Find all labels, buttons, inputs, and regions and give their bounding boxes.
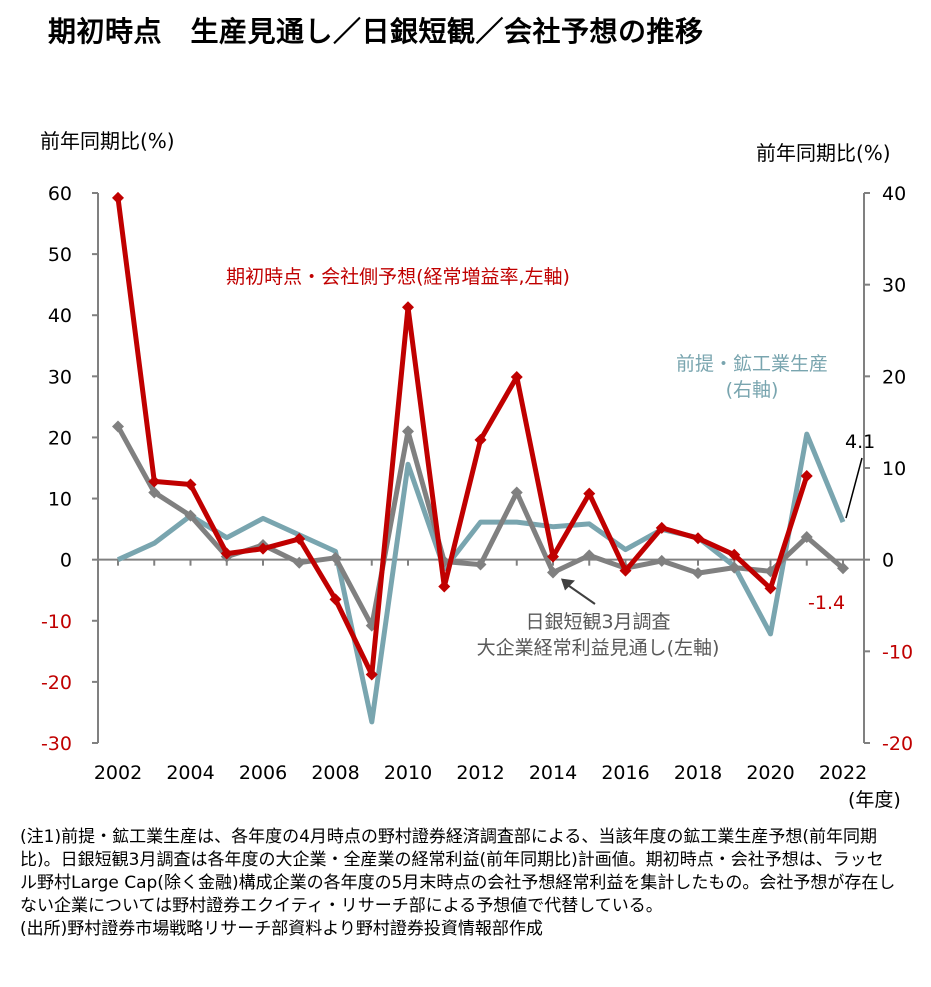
- series-marker-0: [837, 562, 849, 575]
- series-marker-1: [728, 548, 741, 561]
- right-tick-label: -10: [882, 641, 913, 663]
- series-label-production-line: (右軸): [726, 379, 779, 401]
- page-title: 期初時点 生産見通し／日銀短観／会社予想の推移: [48, 15, 704, 48]
- left-tick-label: -30: [41, 733, 72, 755]
- right-tick-label: 10: [882, 458, 906, 480]
- x-tick-label: 2020: [746, 762, 794, 784]
- series-label-company-forecast: 期初時点・会社側予想(経常増益率,左軸): [226, 266, 570, 288]
- series-marker-0: [728, 561, 741, 574]
- series-label-boj-survey: 日銀短観3月調査大企業経常利益見通し(左軸): [477, 611, 720, 659]
- series-marker-0: [692, 567, 704, 580]
- series-marker-1: [293, 532, 306, 545]
- annotation-production-leader: [845, 457, 863, 519]
- right-tick-label: 20: [882, 366, 906, 388]
- right-tick-label: -20: [882, 733, 913, 755]
- series-marker-1: [184, 478, 197, 491]
- boj-label-arrow-line: [566, 583, 596, 605]
- series-marker-0: [112, 420, 124, 433]
- x-tick-label: 2014: [529, 762, 577, 784]
- left-tick-label: 0: [60, 550, 72, 572]
- footnote-source: (出所)野村證券市場戦略リサーチ部資料より野村證券投資情報部作成: [20, 919, 543, 939]
- x-tick-label: 2022: [819, 762, 867, 784]
- footnotes: (注1)前提・鉱工業生産は、各年度の4月時点の野村證券経済調査部による、当該年度…: [20, 826, 900, 941]
- right-tick-label: 0: [882, 550, 894, 572]
- series-marker-1: [402, 301, 414, 314]
- left-tick-label: 20: [48, 427, 72, 449]
- right-axis-title: 前年同期比(%): [756, 141, 891, 165]
- footnote-note: (注1)前提・鉱工業生産は、各年度の4月時点の野村證券経済調査部による、当該年度…: [20, 827, 896, 916]
- left-axis-title: 前年同期比(%): [40, 129, 175, 153]
- series-marker-0: [547, 566, 559, 579]
- chart-labels: 前年同期比(%) 前年同期比(%) (年度) 期初時点・会社側予想(経常増益率,左軸)…: [40, 129, 901, 811]
- series-marker-1: [583, 487, 596, 500]
- series-marker-1: [764, 582, 777, 595]
- series-marker-1: [692, 532, 704, 545]
- series-marker-0: [293, 556, 306, 569]
- series-marker-0: [329, 551, 342, 564]
- series-marker-1: [474, 433, 487, 446]
- series-marker-1: [655, 521, 668, 534]
- series-marker-1: [438, 580, 451, 593]
- left-tick-label: -10: [41, 611, 72, 633]
- chart-tick-labels: 6050403020100-10-20-30403020100-10-20200…: [41, 183, 913, 784]
- series-label-company-forecast-line: 期初時点・会社側予想(経常増益率,左軸): [226, 266, 570, 288]
- series-marker-1: [800, 469, 813, 482]
- x-tick-label: 2012: [456, 762, 504, 784]
- series-marker-1: [112, 191, 124, 204]
- left-tick-label: -20: [41, 672, 72, 694]
- series-marker-1: [220, 547, 233, 560]
- left-tick-label: 30: [48, 366, 72, 388]
- series-marker-1: [257, 542, 269, 555]
- series-marker-1: [619, 564, 632, 577]
- series-label-boj-survey-line: 大企業経常利益見通し(左軸): [477, 637, 720, 659]
- series-marker-1: [547, 550, 559, 563]
- series-marker-0: [474, 558, 487, 571]
- annotation-production-last: 4.1: [845, 431, 875, 453]
- series-marker-1: [365, 668, 378, 681]
- series-marker-1: [148, 475, 161, 488]
- x-tick-label: 2016: [601, 762, 649, 784]
- series-marker-1: [510, 370, 523, 383]
- left-tick-label: 60: [48, 183, 72, 205]
- line-chart: 6050403020100-10-20-30403020100-10-20200…: [40, 129, 913, 811]
- right-tick-label: 40: [882, 183, 906, 205]
- right-tick-label: 30: [882, 275, 906, 297]
- x-tick-label: 2010: [384, 762, 432, 784]
- series-marker-0: [184, 509, 197, 522]
- x-tick-label: 2002: [94, 762, 142, 784]
- x-tick-label: 2004: [166, 762, 214, 784]
- x-tick-label: 2006: [239, 762, 287, 784]
- series-marker-0: [583, 549, 596, 562]
- series-line-1: [115, 197, 810, 678]
- left-tick-label: 50: [48, 244, 72, 266]
- left-tick-label: 10: [48, 489, 72, 511]
- chart-series: [112, 191, 849, 725]
- series-marker-0: [800, 531, 813, 544]
- x-tick-label: 2018: [674, 762, 722, 784]
- series-marker-0: [402, 425, 414, 438]
- series-line-2: [116, 431, 846, 725]
- x-axis-title: (年度): [848, 789, 901, 811]
- series-marker-1: [329, 593, 342, 606]
- series-label-production-line: 前提・鉱工業生産: [676, 353, 828, 375]
- left-tick-label: 40: [48, 305, 72, 327]
- series-label-boj-survey-line: 日銀短観3月調査: [525, 611, 670, 633]
- annotation-boj-last: -1.4: [808, 592, 845, 614]
- boj-label-arrow-head: [561, 578, 575, 591]
- series-label-production: 前提・鉱工業生産 (右軸): [676, 353, 828, 401]
- series-marker-0: [510, 486, 523, 499]
- series-marker-0: [148, 486, 161, 499]
- x-tick-label: 2008: [311, 762, 359, 784]
- series-marker-0: [655, 554, 668, 567]
